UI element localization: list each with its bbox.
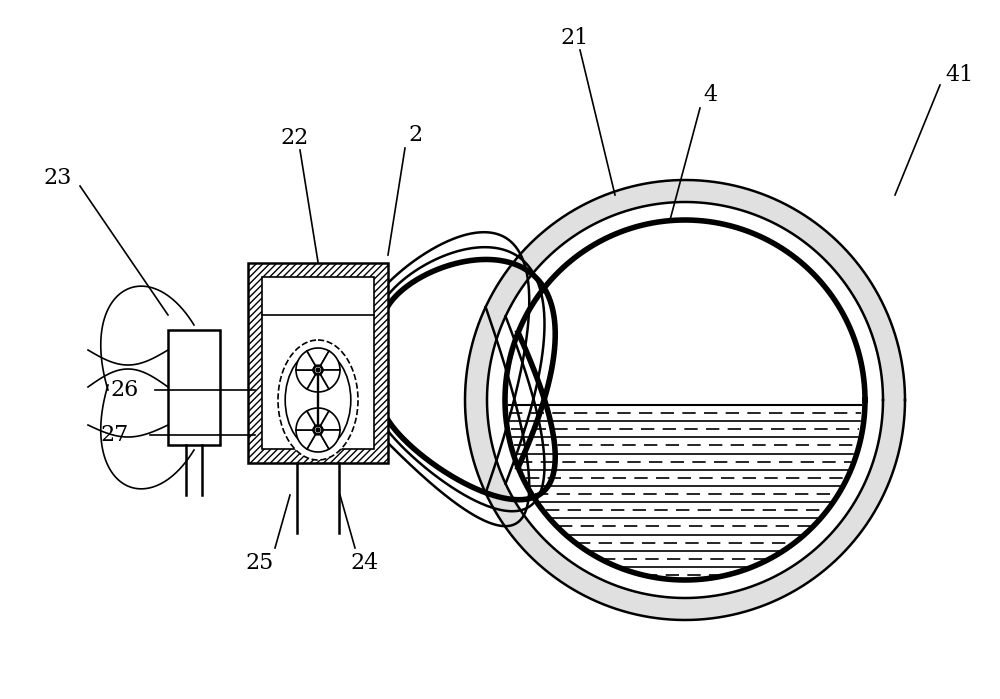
- Text: 23: 23: [44, 167, 72, 189]
- Text: 25: 25: [246, 552, 274, 574]
- Text: 24: 24: [351, 552, 379, 574]
- Text: 21: 21: [561, 27, 589, 49]
- Text: 26: 26: [111, 379, 139, 401]
- Polygon shape: [321, 411, 340, 430]
- Circle shape: [507, 222, 863, 578]
- Text: 22: 22: [281, 127, 309, 149]
- Circle shape: [316, 368, 320, 372]
- Ellipse shape: [285, 351, 351, 449]
- Text: 27: 27: [101, 424, 129, 446]
- Polygon shape: [307, 375, 329, 392]
- Bar: [248, 263, 388, 463]
- Text: 2: 2: [408, 124, 422, 146]
- Polygon shape: [321, 430, 340, 449]
- Text: 41: 41: [946, 64, 974, 86]
- Bar: [168, 330, 220, 445]
- Text: 4: 4: [703, 84, 717, 106]
- Polygon shape: [296, 411, 315, 430]
- Polygon shape: [321, 351, 340, 370]
- Polygon shape: [307, 408, 329, 425]
- Polygon shape: [465, 180, 905, 620]
- Bar: [262, 277, 374, 449]
- Polygon shape: [296, 430, 315, 449]
- Polygon shape: [321, 370, 340, 389]
- Polygon shape: [307, 348, 329, 366]
- Ellipse shape: [278, 340, 358, 460]
- Polygon shape: [307, 435, 329, 452]
- Polygon shape: [296, 351, 315, 370]
- Circle shape: [316, 428, 320, 432]
- Polygon shape: [296, 370, 315, 389]
